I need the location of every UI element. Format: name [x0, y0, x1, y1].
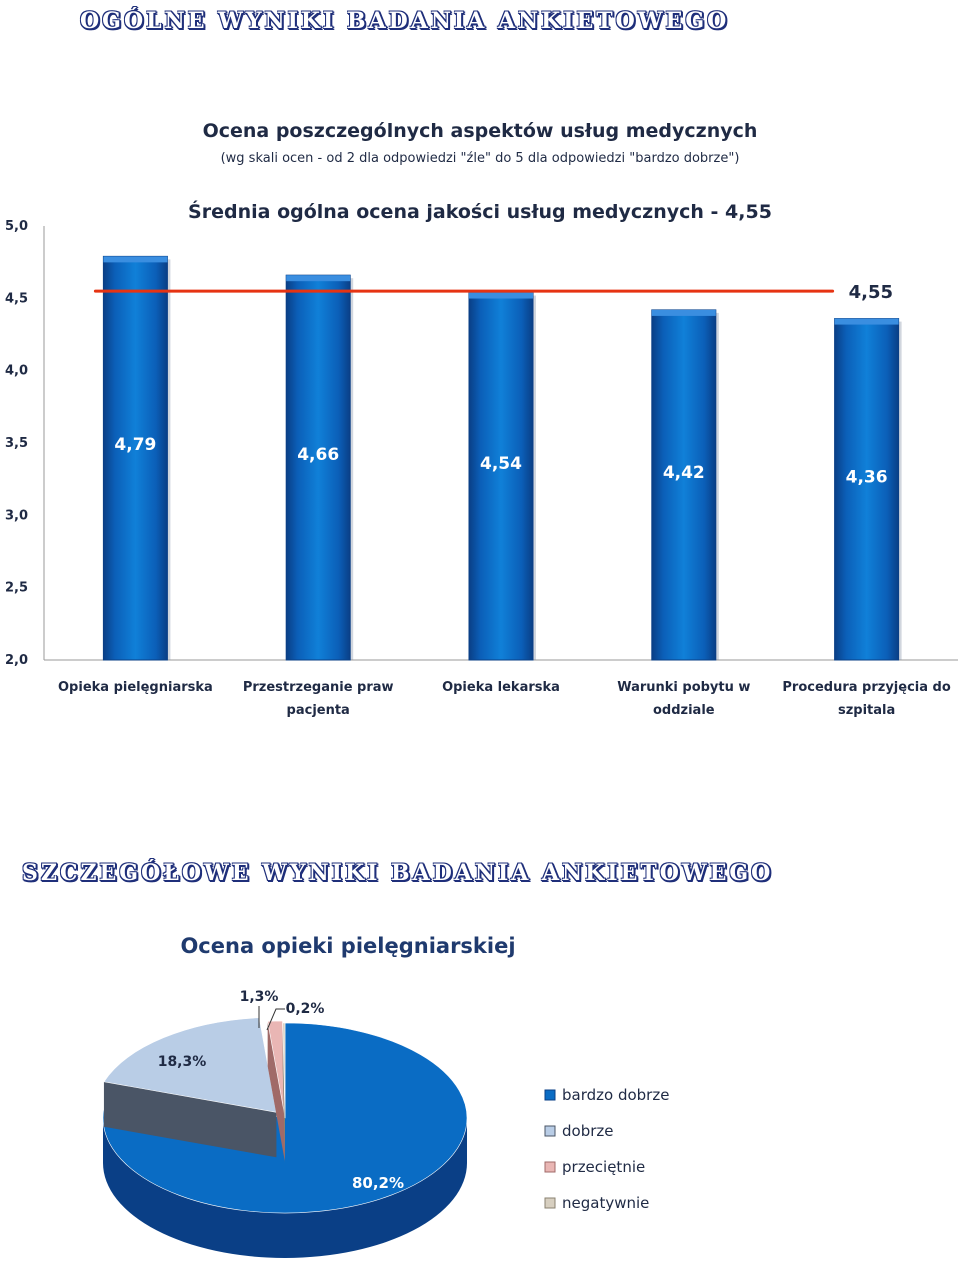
bar-top [651, 309, 716, 316]
y-tick-label: 4,5 [5, 291, 28, 306]
y-tick-label: 4,0 [5, 364, 28, 379]
legend-swatch [544, 1197, 556, 1209]
category-label: Opieka pielęgniarska [58, 680, 213, 695]
category-label: szpitala [838, 703, 895, 718]
legend-label: dobrze [562, 1122, 614, 1140]
legend-label: przeciętnie [562, 1158, 645, 1176]
pie-value-label: 18,3% [158, 1054, 207, 1070]
y-tick-label: 3,5 [5, 436, 28, 451]
bar-chart-subtitle: (wg skali ocen - od 2 dla odpowiedzi "źl… [221, 151, 740, 166]
pie-value-label: 1,3% [240, 989, 279, 1005]
pie-chart-title: Ocena opieki pielęgniarskiej [180, 934, 515, 958]
bar [102, 255, 168, 661]
category-label: pacjenta [287, 703, 350, 718]
legend-label: negatywnie [562, 1194, 649, 1212]
bar-top [286, 275, 351, 282]
bar-value-label: 4,36 [846, 467, 888, 487]
pie-slice-top [267, 1020, 286, 1116]
legend-label: bardzo dobrze [562, 1086, 669, 1104]
legend-swatch [544, 1125, 556, 1137]
bar-chart-title: Ocena poszczególnych aspektów usług medy… [203, 120, 758, 142]
legend-swatch [544, 1161, 556, 1173]
y-axis-ticks: 2,0 2,5 3,0 3,5 4,0 4,5 5,0 [5, 219, 28, 668]
pie-value-label: 0,2% [286, 1001, 325, 1017]
bar [834, 318, 900, 661]
y-tick-label: 2,5 [5, 581, 28, 596]
legend-swatch [544, 1089, 556, 1101]
pie-slice-top [103, 1017, 277, 1113]
pie-legend: bardzo dobrze dobrze przeciętnie negatywnie [544, 1086, 669, 1212]
general-results-heading: OGÓLNE WYNIKI BADANIA ANKIETOWEGO [80, 8, 730, 34]
bar [651, 309, 717, 661]
bar-chart: Ocena poszczególnych aspektów usług medy… [5, 120, 958, 718]
pie-slice-1 [103, 1017, 277, 1158]
pie-slice-3 [282, 1022, 286, 1163]
category-label: Opieka lekarska [442, 680, 560, 695]
average-annotation: Średnia ogólna ocena jakości usług medyc… [188, 199, 772, 223]
average-value-label: 4,55 [849, 282, 893, 303]
pie-slice-wall [267, 1021, 285, 1161]
category-label: Przestrzeganie praw [243, 680, 394, 695]
bar [285, 274, 351, 661]
y-tick-label: 2,0 [5, 653, 28, 668]
detailed-results-heading: SZCZEGÓŁOWE WYNIKI BADANIA ANKIETOWEGO [22, 860, 774, 886]
pie-value-label: 80,2% [352, 1174, 404, 1192]
y-tick-label: 3,0 [5, 508, 28, 523]
category-label: Procedura przyjęcia do [782, 680, 950, 695]
bar-value-label: 4,54 [480, 454, 522, 474]
pie-slice-rim [103, 1118, 467, 1258]
average-layer: 4,55 [90, 282, 893, 303]
category-label: oddziale [653, 703, 715, 718]
category-label: Warunki pobytu w [617, 680, 750, 695]
bar-value-label: 4,66 [297, 445, 339, 465]
pie-slice-wall [103, 1081, 277, 1158]
pie-slice-top [282, 1022, 286, 1119]
bar-top [103, 256, 168, 263]
bars: 4,79 4,66 4,54 4,42 4,36 [102, 255, 902, 661]
leader-line [266, 1008, 285, 1031]
bar-value-label: 4,79 [114, 435, 156, 455]
y-tick-label: 5,0 [5, 219, 28, 234]
bar [468, 292, 534, 661]
pie-slices [102, 1017, 468, 1258]
bar-top [834, 318, 899, 325]
pie-labels: 80,2% 18,3% 1,3% 0,2% [158, 989, 404, 1192]
category-labels: Opieka pielęgniarska Przestrzeganie praw p… [58, 680, 951, 718]
bar-value-label: 4,42 [663, 463, 705, 483]
